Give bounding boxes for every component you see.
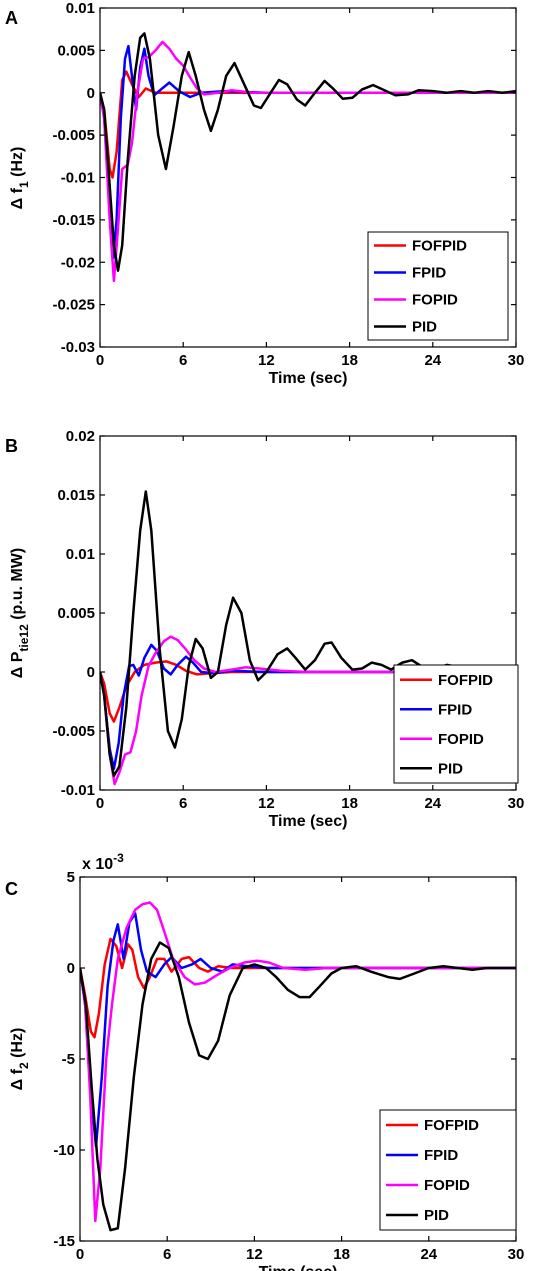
series-line-fpid bbox=[100, 643, 516, 771]
legend-entry-fofpid: FOFPID bbox=[412, 238, 467, 255]
panel-C: C 0 6 12 18 24 30 -15 -10 -5 0 5 Time (sec) Δ f2 (Hz)… bbox=[5, 851, 524, 1271]
legend: FOFPID FPID FOPID PID bbox=[367, 231, 509, 341]
legend-entry-fpid: FPID bbox=[412, 265, 446, 282]
legend: FOFPID FPID FOPID PID bbox=[393, 664, 519, 784]
y-tick-label: -0.01 bbox=[61, 782, 95, 799]
series-line-fopid bbox=[80, 901, 516, 1223]
y-tick-label: 0 bbox=[87, 664, 95, 681]
y-tick-label: -0.02 bbox=[61, 254, 95, 271]
legend-entry-fofpid: FOFPID bbox=[424, 1117, 479, 1134]
y-tick-label: -5 bbox=[62, 1051, 75, 1068]
x-tick-label: 0 bbox=[96, 352, 104, 369]
legend-entry-fpid: FPID bbox=[424, 1147, 458, 1164]
y-axis-label-subscript: tie12 bbox=[17, 624, 31, 652]
legend-entry-fopid: FOPID bbox=[412, 292, 458, 309]
panel-label: C bbox=[5, 879, 18, 899]
panel-A: A 0 6 12 18 24 30 -0.03 -0.025 -0.02 -0.015 -0.01 -0… bbox=[5, 0, 524, 387]
legend: FOFPID FPID FOPID PID bbox=[379, 1109, 517, 1231]
x-tick-label: 18 bbox=[341, 795, 358, 812]
x-axis-label: Time (sec) bbox=[269, 370, 348, 387]
y-tick-label: 0.005 bbox=[57, 605, 95, 622]
x-tick-label: 30 bbox=[508, 1246, 525, 1263]
x-tick-label: 30 bbox=[508, 795, 525, 812]
y-axis-label-main: Δ f bbox=[9, 187, 26, 209]
y-tick-label: -0.005 bbox=[52, 127, 95, 144]
legend-entry-pid: PID bbox=[438, 760, 463, 777]
y-axis-label: Δ f2 (Hz) bbox=[9, 1028, 31, 1091]
panel-B: B 0 6 12 18 24 30 -0.01 -0.005 0 0.005 0.01 0.015 0.0… bbox=[5, 428, 524, 830]
y-tick-label: -0.025 bbox=[52, 297, 95, 314]
series-line-pid bbox=[100, 490, 516, 778]
legend-entry-pid: PID bbox=[412, 319, 437, 336]
series-line-pid bbox=[100, 32, 516, 272]
legend-box bbox=[379, 1109, 517, 1231]
y-tick-label: -0.01 bbox=[61, 170, 95, 187]
y-tick-label: 0.01 bbox=[66, 0, 95, 17]
y-tick-label: 0 bbox=[67, 960, 75, 977]
panel-label: A bbox=[5, 8, 18, 28]
y-axis-label-main: Δ P bbox=[9, 651, 26, 678]
series-line-pid bbox=[80, 941, 516, 1232]
y-axis-label-unit: (Hz) bbox=[9, 147, 26, 182]
series-line-fopid bbox=[100, 40, 516, 283]
y-axis-label: Δ f1 (Hz) bbox=[9, 147, 31, 210]
x-tick-label: 6 bbox=[179, 795, 187, 812]
legend-entry-fopid: FOPID bbox=[424, 1177, 470, 1194]
y-tick-label: 0.02 bbox=[66, 428, 95, 445]
y-tick-label: -15 bbox=[53, 1233, 75, 1250]
x-tick-label: 6 bbox=[163, 1246, 171, 1263]
y-axis-label-subscript: 1 bbox=[17, 181, 31, 188]
y-tick-label: -0.015 bbox=[52, 212, 95, 229]
series-line-fofpid bbox=[80, 937, 516, 1039]
legend-box bbox=[367, 231, 509, 341]
x-tick-label: 6 bbox=[179, 352, 187, 369]
x-tick-label: 18 bbox=[333, 1246, 350, 1263]
panel-label: B bbox=[5, 436, 18, 456]
x-tick-label: 0 bbox=[76, 1246, 84, 1263]
y-axis-label-main: Δ f bbox=[9, 1068, 26, 1090]
y-axis-label-unit: (Hz) bbox=[9, 1028, 26, 1063]
x-axis-label: Time (sec) bbox=[259, 1264, 338, 1271]
y-axis-label-subscript: 2 bbox=[17, 1062, 31, 1069]
y-axis-multiplier-base: x 10 bbox=[82, 856, 113, 873]
y-tick-label: -0.005 bbox=[52, 723, 95, 740]
x-tick-label: 18 bbox=[341, 352, 358, 369]
y-tick-label: -10 bbox=[53, 1142, 75, 1159]
legend-entry-fopid: FOPID bbox=[438, 731, 484, 748]
y-axis-multiplier-exponent: -3 bbox=[113, 851, 124, 865]
x-tick-label: 30 bbox=[508, 352, 525, 369]
x-tick-label: 0 bbox=[96, 795, 104, 812]
x-axis-label: Time (sec) bbox=[269, 813, 348, 830]
y-tick-label: 5 bbox=[67, 869, 75, 886]
x-tick-label: 12 bbox=[246, 1246, 263, 1263]
series-line-fopid bbox=[100, 635, 516, 786]
y-tick-label: 0.005 bbox=[57, 42, 95, 59]
legend-entry-fofpid: FOFPID bbox=[438, 672, 493, 689]
y-tick-label: 0.015 bbox=[57, 487, 95, 504]
legend-entry-fpid: FPID bbox=[438, 701, 472, 718]
y-tick-label: 0.01 bbox=[66, 546, 95, 563]
x-tick-label: 12 bbox=[258, 352, 275, 369]
y-tick-label: -0.03 bbox=[61, 339, 95, 356]
y-tick-label: 0 bbox=[87, 85, 95, 102]
y-axis-multiplier: x 10-3 bbox=[82, 851, 124, 873]
legend-box bbox=[393, 664, 519, 784]
x-tick-label: 24 bbox=[420, 1246, 437, 1263]
y-axis-label-unit: (p.u. MW) bbox=[9, 548, 26, 624]
legend-entry-pid: PID bbox=[424, 1207, 449, 1224]
x-tick-label: 24 bbox=[424, 352, 441, 369]
x-tick-label: 24 bbox=[424, 795, 441, 812]
y-axis-label: Δ Ptie12 (p.u. MW) bbox=[9, 548, 31, 678]
x-tick-label: 12 bbox=[258, 795, 275, 812]
